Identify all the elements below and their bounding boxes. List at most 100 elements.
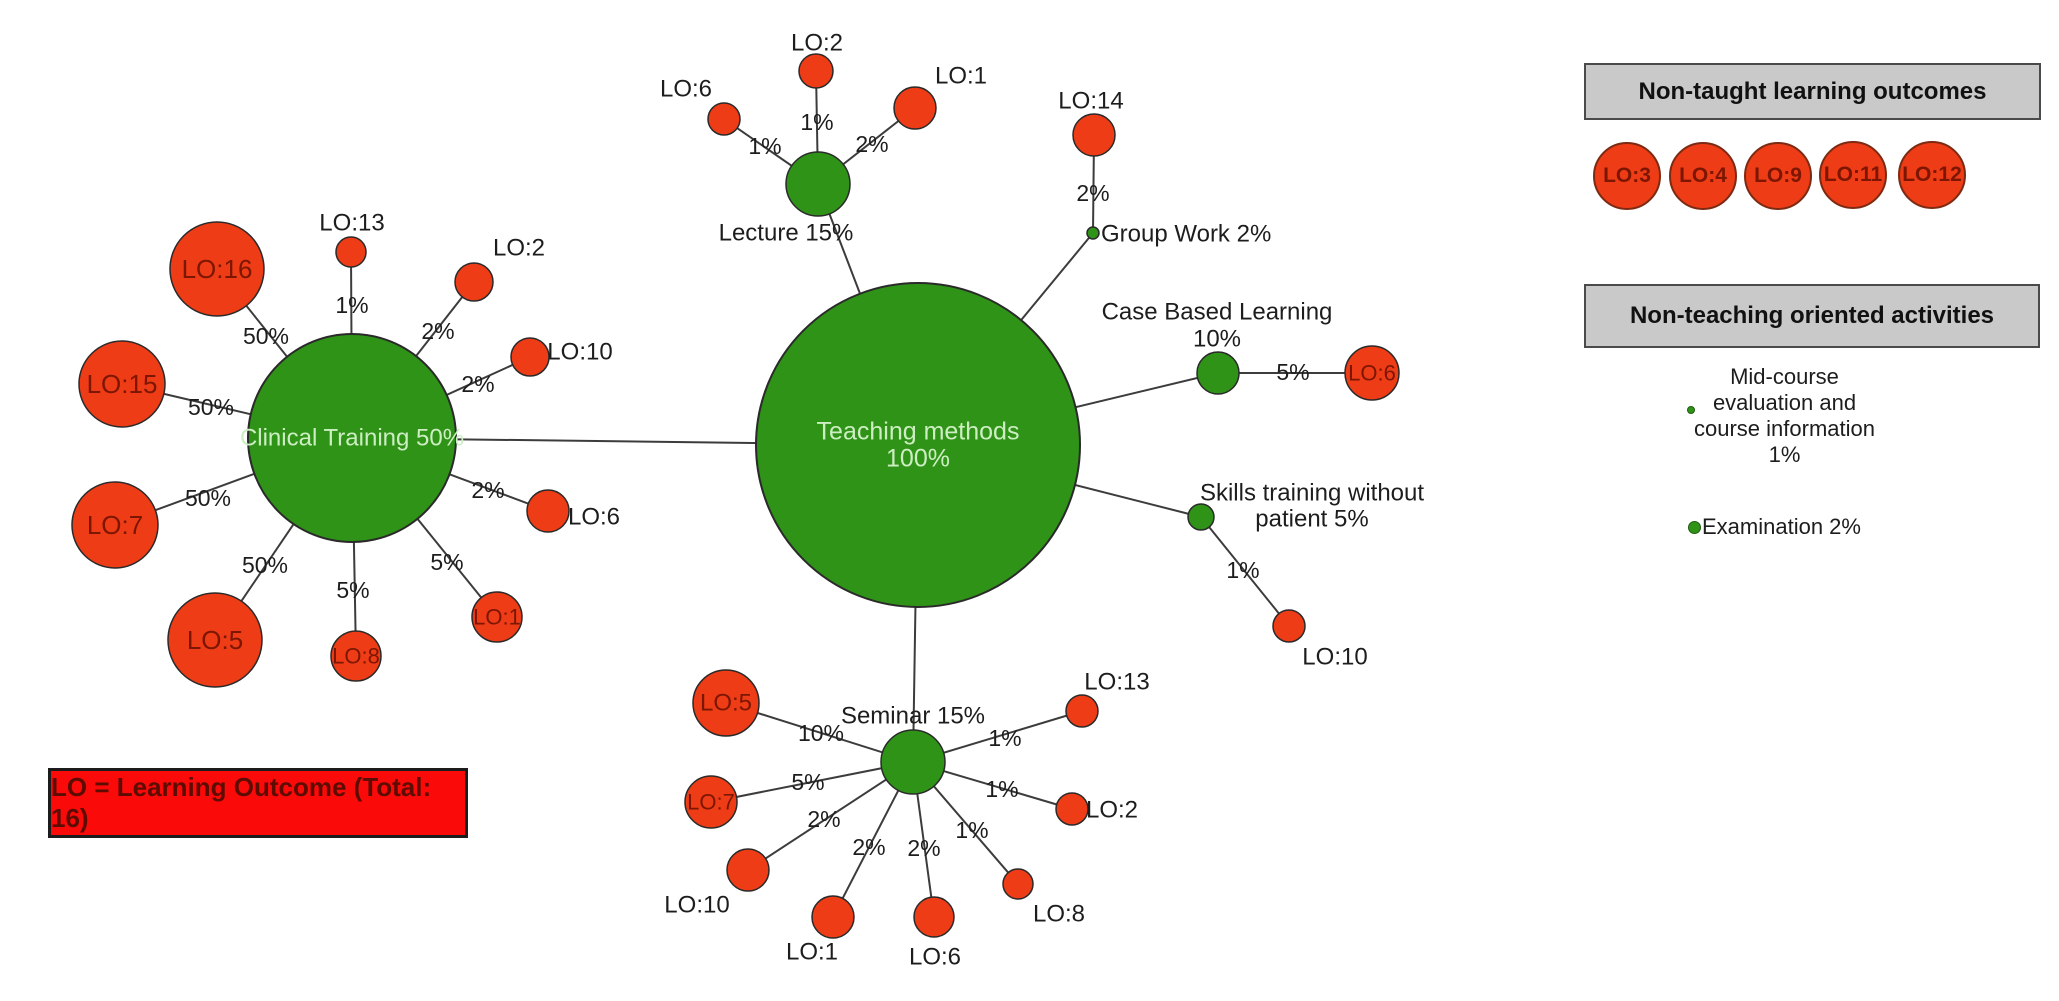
label-teaching-line2: 100% xyxy=(886,445,950,473)
edge-label-seminar-sem-lo1: 2% xyxy=(852,834,885,860)
edge-label-groupwork-gw-lo14: 2% xyxy=(1076,180,1109,206)
node-seminar-activity-circle xyxy=(880,729,946,795)
node-sk-lo10-outcome-circle xyxy=(1272,609,1306,643)
edge-label-skills-sk-lo10: 1% xyxy=(1226,557,1259,583)
node-gw-lo14-outcome-circle xyxy=(1072,113,1116,157)
edge-label-seminar-sem-lo13: 1% xyxy=(988,725,1021,751)
non-taught-lo-label: LO:3 xyxy=(1603,164,1651,187)
label-seminar: Seminar 15% xyxy=(841,703,985,730)
node-clinical-activity-circle xyxy=(247,333,457,543)
midcourse-label: Mid-course evaluation and course informa… xyxy=(1694,364,1875,467)
label-cbl-line1: Case Based Learning xyxy=(1102,299,1333,326)
non-taught-lo-circle: LO:9 xyxy=(1744,142,1812,210)
label-lec-lo1: LO:1 xyxy=(935,63,987,90)
label-sk-lo10: LO:10 xyxy=(1302,644,1367,671)
non-taught-lo-label: LO:11 xyxy=(1823,163,1883,186)
node-sem-lo13-outcome-circle xyxy=(1065,694,1099,728)
node-groupwork-activity-circle xyxy=(1086,226,1100,240)
label-cl-lo16: LO:16 xyxy=(182,254,253,284)
non-taught-lo-circle: LO:12 xyxy=(1898,141,1966,209)
edge-label-clinical-cl-lo15: 50% xyxy=(188,394,234,420)
label-sem-lo7: LO:7 xyxy=(687,790,735,815)
edge-seminar-sem-lo7 xyxy=(710,761,914,803)
panel-non-taught-title: Non-taught learning outcomes xyxy=(1638,77,1987,105)
label-sem-lo5: LO:5 xyxy=(700,690,752,717)
label-teaching-line1: Teaching methods xyxy=(817,418,1020,446)
node-lec-lo1-outcome-circle xyxy=(893,86,937,130)
node-sem-lo8-outcome-circle xyxy=(1002,868,1034,900)
examination-dot-icon xyxy=(1688,520,1701,534)
label-cbl-lo6: LO:6 xyxy=(1348,361,1396,386)
node-cbl-activity-circle xyxy=(1196,351,1240,395)
edge-label-seminar-sem-lo6: 2% xyxy=(907,835,940,861)
node-lec-lo2-outcome-circle xyxy=(798,53,834,89)
node-sem-lo7-outcome-circle xyxy=(684,775,738,829)
label-sem-lo13: LO:13 xyxy=(1084,669,1149,696)
node-cl-lo15-outcome-circle xyxy=(78,340,166,428)
label-cl-lo2: LO:2 xyxy=(493,235,545,262)
label-lecture: Lecture 15% xyxy=(719,220,854,247)
label-cl-lo5: LO:5 xyxy=(187,625,243,655)
edge-skills-sk-lo10 xyxy=(1200,516,1290,627)
node-cbl-lo6-outcome-circle xyxy=(1344,345,1400,401)
edge-label-clinical-cl-lo10: 2% xyxy=(461,371,494,397)
node-cl-lo5-outcome-circle xyxy=(167,592,263,688)
lo-legend-text: LO = Learning Outcome (Total: 16) xyxy=(51,772,432,833)
examination-label: Examination 2% xyxy=(1702,514,1861,539)
edge-label-clinical-cl-lo5: 50% xyxy=(242,552,288,578)
node-sem-lo2-outcome-circle xyxy=(1055,792,1089,826)
label-cl-lo8: LO:8 xyxy=(332,644,380,669)
edge-label-cbl-cbl-lo6: 5% xyxy=(1276,359,1309,385)
node-skills-activity-circle xyxy=(1187,503,1215,531)
label-sem-lo6: LO:6 xyxy=(909,944,961,971)
label-cl-lo13: LO:13 xyxy=(319,210,384,237)
node-cl-lo16-outcome-circle xyxy=(169,221,265,317)
label-skills-line2: patient 5% xyxy=(1255,506,1368,533)
node-sem-lo5-outcome-circle xyxy=(692,669,760,737)
label-cl-lo10: LO:10 xyxy=(547,339,612,366)
label-cl-lo15: LO:15 xyxy=(87,369,158,399)
edge-label-clinical-cl-lo6: 2% xyxy=(471,477,504,503)
node-sem-lo1-outcome-circle xyxy=(811,895,855,939)
node-teaching-activity-circle xyxy=(755,282,1081,608)
edge-label-lecture-lec-lo2: 1% xyxy=(800,109,833,135)
node-lec-lo6-outcome-circle xyxy=(707,102,741,136)
non-taught-lo-label: LO:9 xyxy=(1754,164,1802,187)
label-cbl-line2: 10% xyxy=(1193,326,1241,353)
label-cl-lo1: LO:1 xyxy=(473,605,521,630)
label-lec-lo6: LO:6 xyxy=(660,76,712,103)
edge-label-seminar-sem-lo10: 2% xyxy=(807,806,840,832)
label-groupwork: Group Work 2% xyxy=(1101,221,1271,248)
edge-label-clinical-cl-lo8: 5% xyxy=(336,577,369,603)
label-lec-lo2: LO:2 xyxy=(791,30,843,57)
panel-non-teaching-title: Non-teaching oriented activities xyxy=(1629,302,1995,329)
node-lecture-activity-circle xyxy=(785,151,851,217)
non-taught-lo-label: LO:12 xyxy=(1902,163,1962,186)
node-sem-lo6-outcome-circle xyxy=(913,896,955,938)
label-sem-lo10: LO:10 xyxy=(664,892,729,919)
edge-label-clinical-cl-lo16: 50% xyxy=(243,323,289,349)
midcourse-dot-icon xyxy=(1687,406,1695,414)
edge-seminar-sem-lo10 xyxy=(747,761,914,871)
lo-legend-box: LO = Learning Outcome (Total: 16) xyxy=(48,768,468,838)
node-cl-lo8-outcome-circle xyxy=(330,630,382,682)
label-cl-lo7: LO:7 xyxy=(87,510,143,540)
edge-label-clinical-cl-lo2: 2% xyxy=(421,318,454,344)
edge-label-seminar-sem-lo7: 5% xyxy=(791,769,824,795)
label-sem-lo2: LO:2 xyxy=(1086,797,1138,824)
edge-label-seminar-sem-lo5: 10% xyxy=(798,720,844,746)
node-sem-lo10-outcome-circle xyxy=(726,848,770,892)
edge-label-seminar-sem-lo2: 1% xyxy=(985,776,1018,802)
edge-label-clinical-cl-lo1: 5% xyxy=(430,549,463,575)
label-cl-lo6: LO:6 xyxy=(568,504,620,531)
edge-label-clinical-cl-lo7: 50% xyxy=(185,485,231,511)
label-skills-line1: Skills training without xyxy=(1200,480,1424,507)
node-cl-lo10-outcome-circle xyxy=(510,337,550,377)
node-cl-lo2-outcome-circle xyxy=(454,262,494,302)
edge-label-lecture-lec-lo6: 1% xyxy=(748,133,781,159)
label-sem-lo8: LO:8 xyxy=(1033,901,1085,928)
non-taught-lo-circle: LO:4 xyxy=(1669,142,1737,210)
node-cl-lo6-outcome-circle xyxy=(526,489,570,533)
